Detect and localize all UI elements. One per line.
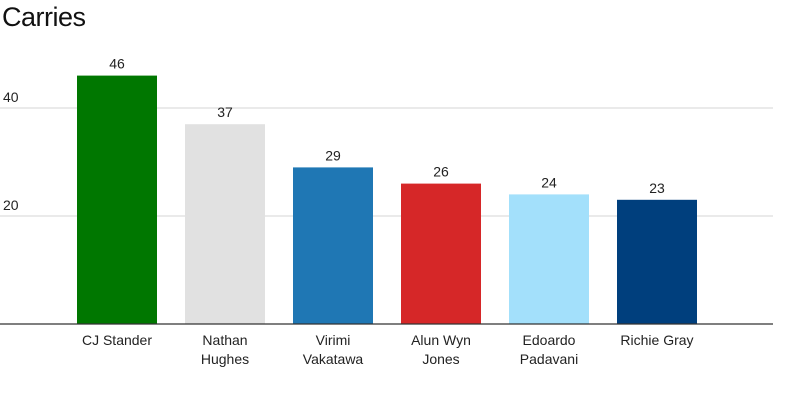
value-label-4: 24: [541, 174, 557, 190]
category-label-2: Virimi Vakatawa: [303, 332, 364, 367]
category-labels: CJ Stander Nathan Hughes Virimi Vakatawa Alun…: [82, 332, 694, 367]
value-label-5: 23: [649, 180, 665, 196]
y-tick-label: 40: [3, 89, 19, 105]
bar-4: [509, 194, 589, 324]
value-labels: 46 37 29 26 24 23: [109, 56, 665, 196]
bar-0: [77, 75, 157, 324]
value-label-3: 26: [433, 164, 449, 180]
value-label-0: 46: [109, 56, 125, 72]
category-label-1: Nathan Hughes: [201, 332, 249, 367]
category-label-5: Richie Gray: [620, 332, 693, 348]
category-label-0: CJ Stander: [82, 332, 152, 348]
bars: [77, 75, 697, 324]
value-label-2: 29: [325, 147, 341, 163]
bar-1: [185, 124, 265, 324]
chart-title: Carries: [2, 2, 86, 32]
bar-2: [293, 167, 373, 324]
category-label-4: Edoardo Padavani: [520, 332, 578, 367]
bar-5: [617, 199, 697, 324]
category-label-3: Alun Wyn Jones: [411, 332, 471, 367]
bar-3: [401, 183, 481, 324]
y-tick-label: 20: [3, 197, 19, 213]
value-label-1: 37: [217, 104, 233, 120]
